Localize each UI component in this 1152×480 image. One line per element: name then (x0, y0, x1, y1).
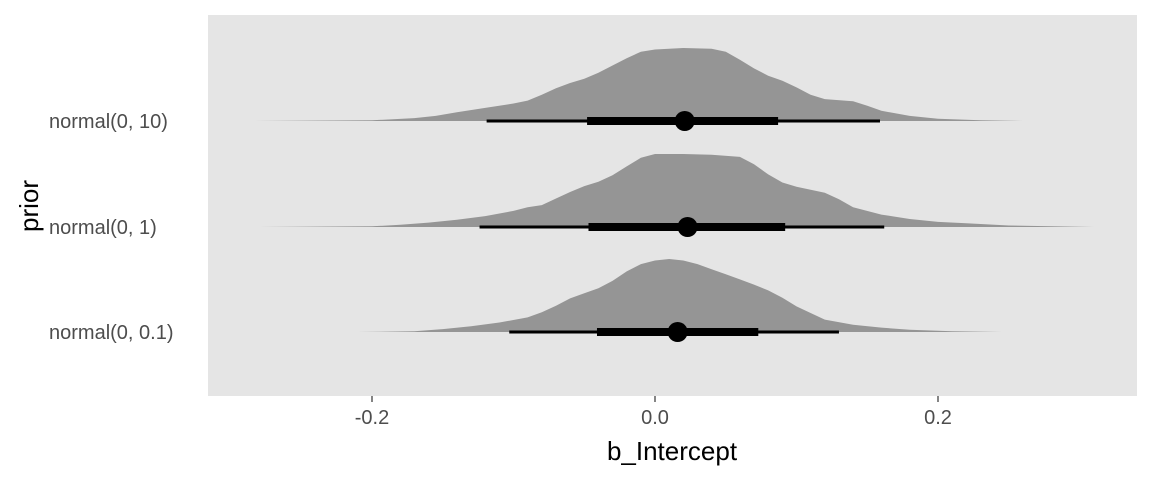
density-0 (251, 48, 1023, 121)
x-tick-label-0: -0.2 (355, 407, 389, 429)
density-layer (251, 48, 1094, 332)
point-estimate-1 (677, 217, 698, 237)
y-tick-labels: normal(0, 10) normal(0, 1) normal(0, 0.1) (49, 111, 174, 344)
y-tick-label-0: normal(0, 10) (49, 111, 168, 133)
x-tick-label-2: 0.2 (924, 407, 952, 429)
density-1 (258, 154, 1094, 227)
x-tick-label-1: 0.0 (641, 407, 669, 429)
y-axis-title: prior (14, 180, 44, 232)
y-tick-label-2: normal(0, 0.1) (49, 322, 174, 344)
interval-layer (479, 111, 885, 342)
point-estimate-2 (667, 322, 688, 342)
point-estimate-0 (674, 111, 695, 131)
x-axis-ticks: -0.2 0.0 0.2 (355, 396, 952, 429)
y-tick-label-1: normal(0, 1) (49, 217, 157, 239)
density-2 (357, 259, 1002, 332)
x-axis-title: b_Intercept (607, 436, 738, 466)
